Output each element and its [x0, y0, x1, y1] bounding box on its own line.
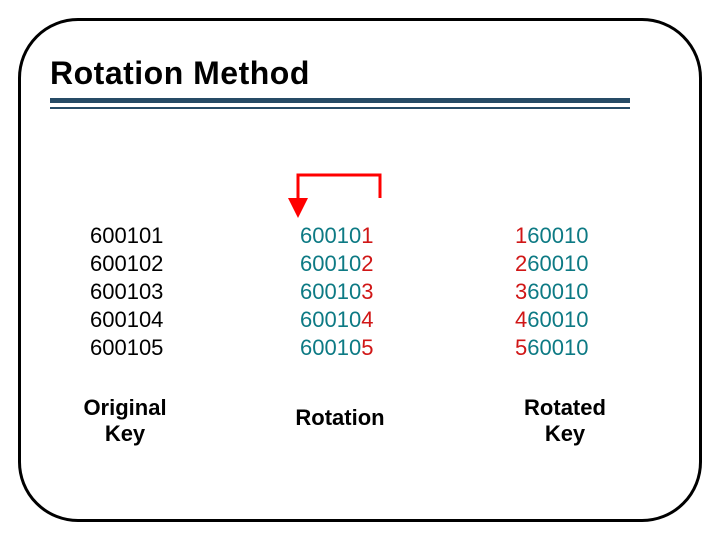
label-original-key: Original Key — [70, 395, 180, 447]
rotated-suffix: 60010 — [527, 335, 588, 360]
rot-row: 600105 — [300, 334, 373, 362]
rot-suffix: 3 — [361, 279, 373, 304]
rotation-arrow — [290, 170, 400, 230]
rotated-suffix: 60010 — [527, 251, 588, 276]
rot-suffix: 5 — [361, 335, 373, 360]
rot-prefix: 60010 — [300, 251, 361, 276]
title-rule-thin — [50, 107, 630, 109]
orig-row: 600104 — [90, 306, 163, 334]
rotated-row: 560010 — [515, 334, 588, 362]
label-line: Rotated — [524, 395, 606, 420]
label-rotated-key: Rotated Key — [510, 395, 620, 447]
rot-prefix: 60010 — [300, 223, 361, 248]
rot-prefix: 60010 — [300, 307, 361, 332]
orig-row: 600105 — [90, 334, 163, 362]
rotated-suffix: 60010 — [527, 279, 588, 304]
rotated-prefix: 3 — [515, 279, 527, 304]
rot-row: 600101 — [300, 222, 373, 250]
rot-suffix: 2 — [361, 251, 373, 276]
label-line: Rotation — [295, 405, 384, 430]
rot-row: 600102 — [300, 250, 373, 278]
rotated-prefix: 1 — [515, 223, 527, 248]
rotated-row: 160010 — [515, 222, 588, 250]
column-rotated: 160010 260010 360010 460010 560010 — [515, 222, 588, 362]
rotated-prefix: 2 — [515, 251, 527, 276]
slide-title: Rotation Method — [50, 55, 630, 92]
label-rotation: Rotation — [280, 405, 400, 431]
column-original: 600101 600102 600103 600104 600105 — [90, 222, 163, 362]
title-rule-thick — [50, 98, 630, 103]
rotated-row: 460010 — [515, 306, 588, 334]
orig-row: 600102 — [90, 250, 163, 278]
rot-suffix: 4 — [361, 307, 373, 332]
title-block: Rotation Method — [50, 55, 630, 109]
rotated-prefix: 4 — [515, 307, 527, 332]
rotated-row: 360010 — [515, 278, 588, 306]
rotated-prefix: 5 — [515, 335, 527, 360]
rotated-suffix: 60010 — [527, 307, 588, 332]
rot-prefix: 60010 — [300, 335, 361, 360]
label-line: Original — [83, 395, 166, 420]
rotated-row: 260010 — [515, 250, 588, 278]
column-rotation: 600101 600102 600103 600104 600105 — [300, 222, 373, 362]
rotated-suffix: 60010 — [527, 223, 588, 248]
orig-row: 600101 — [90, 222, 163, 250]
rot-suffix: 1 — [361, 223, 373, 248]
rot-row: 600103 — [300, 278, 373, 306]
orig-row: 600103 — [90, 278, 163, 306]
rot-row: 600104 — [300, 306, 373, 334]
label-line: Key — [545, 421, 585, 446]
rot-prefix: 60010 — [300, 279, 361, 304]
label-line: Key — [105, 421, 145, 446]
